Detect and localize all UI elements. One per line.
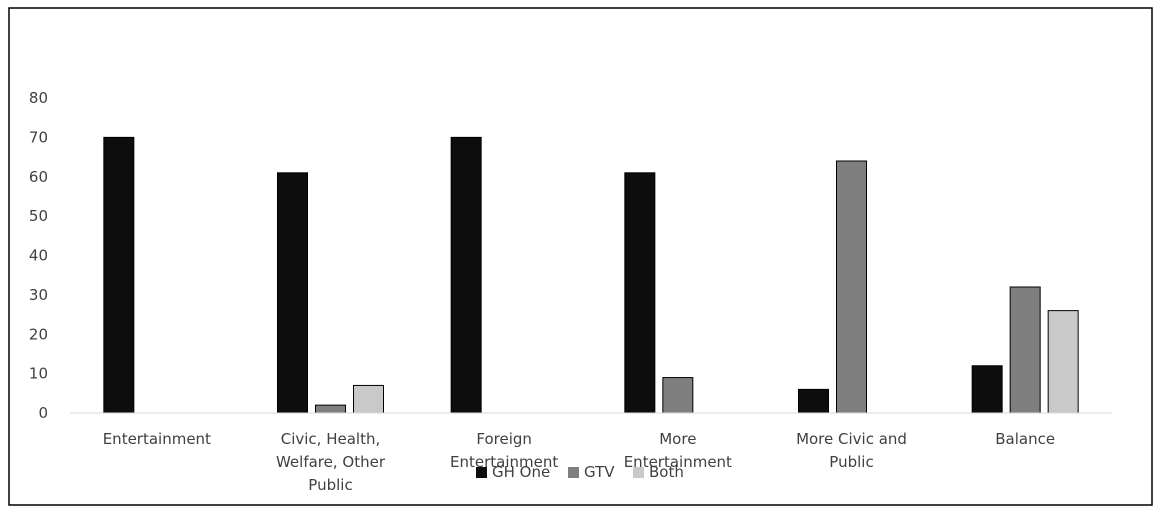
bar-gh-one-5 xyxy=(971,365,1003,414)
x-tick-label: Foreign xyxy=(476,430,532,448)
legend-swatch-gtv xyxy=(568,467,579,478)
y-tick-label: 50 xyxy=(29,207,48,225)
legend-label: GTV xyxy=(584,463,615,481)
bar-gtv-4 xyxy=(836,160,867,414)
y-tick-label: 40 xyxy=(29,247,48,265)
y-tick-label: 60 xyxy=(29,168,48,186)
chart-border xyxy=(8,7,1153,506)
x-tick-label: More Civic and xyxy=(796,430,907,448)
bar-gh-one-1 xyxy=(277,172,308,414)
y-tick-label: 20 xyxy=(29,325,48,343)
x-tick-label: Public xyxy=(308,476,352,494)
x-tick-label: Entertainment xyxy=(450,453,558,471)
bar-gh-one-0 xyxy=(103,136,135,414)
bar-gh-one-3 xyxy=(624,172,656,414)
legend-swatch-gh-one xyxy=(476,467,487,478)
bars-group xyxy=(103,136,1079,414)
bar-gtv-1 xyxy=(315,404,346,414)
x-tick-label: More xyxy=(659,430,696,448)
x-tick-label: Entertainment xyxy=(103,430,211,448)
bar-gtv-5 xyxy=(1009,286,1041,414)
bar-gh-one-2 xyxy=(450,136,482,414)
legend-label: GH One xyxy=(492,463,550,481)
x-axis-labels: Entertainment Civic, Health, Welfare, Othe… xyxy=(103,430,1055,494)
legend: GH One GTV Both xyxy=(476,463,684,481)
y-tick-label: 80 xyxy=(29,89,48,107)
legend-label: Both xyxy=(649,463,684,481)
x-tick-label: Welfare, Other xyxy=(276,453,386,471)
bar-gtv-3 xyxy=(662,377,694,414)
x-tick-label: Civic, Health, xyxy=(281,430,381,448)
y-tick-label: 10 xyxy=(29,365,48,383)
bar-both-5 xyxy=(1047,310,1079,414)
legend-swatch-both xyxy=(633,467,644,478)
bar-gh-one-4 xyxy=(798,388,829,414)
y-axis: 0 10 20 30 40 50 60 70 80 xyxy=(29,89,48,422)
x-tick-label: Balance xyxy=(995,430,1055,448)
y-tick-label: 70 xyxy=(29,128,48,146)
x-tick-label: Entertainment xyxy=(624,453,732,471)
bar-both-1 xyxy=(353,384,384,414)
y-tick-label: 30 xyxy=(29,286,48,304)
x-tick-label: Public xyxy=(829,453,873,471)
y-tick-label: 0 xyxy=(38,404,48,422)
